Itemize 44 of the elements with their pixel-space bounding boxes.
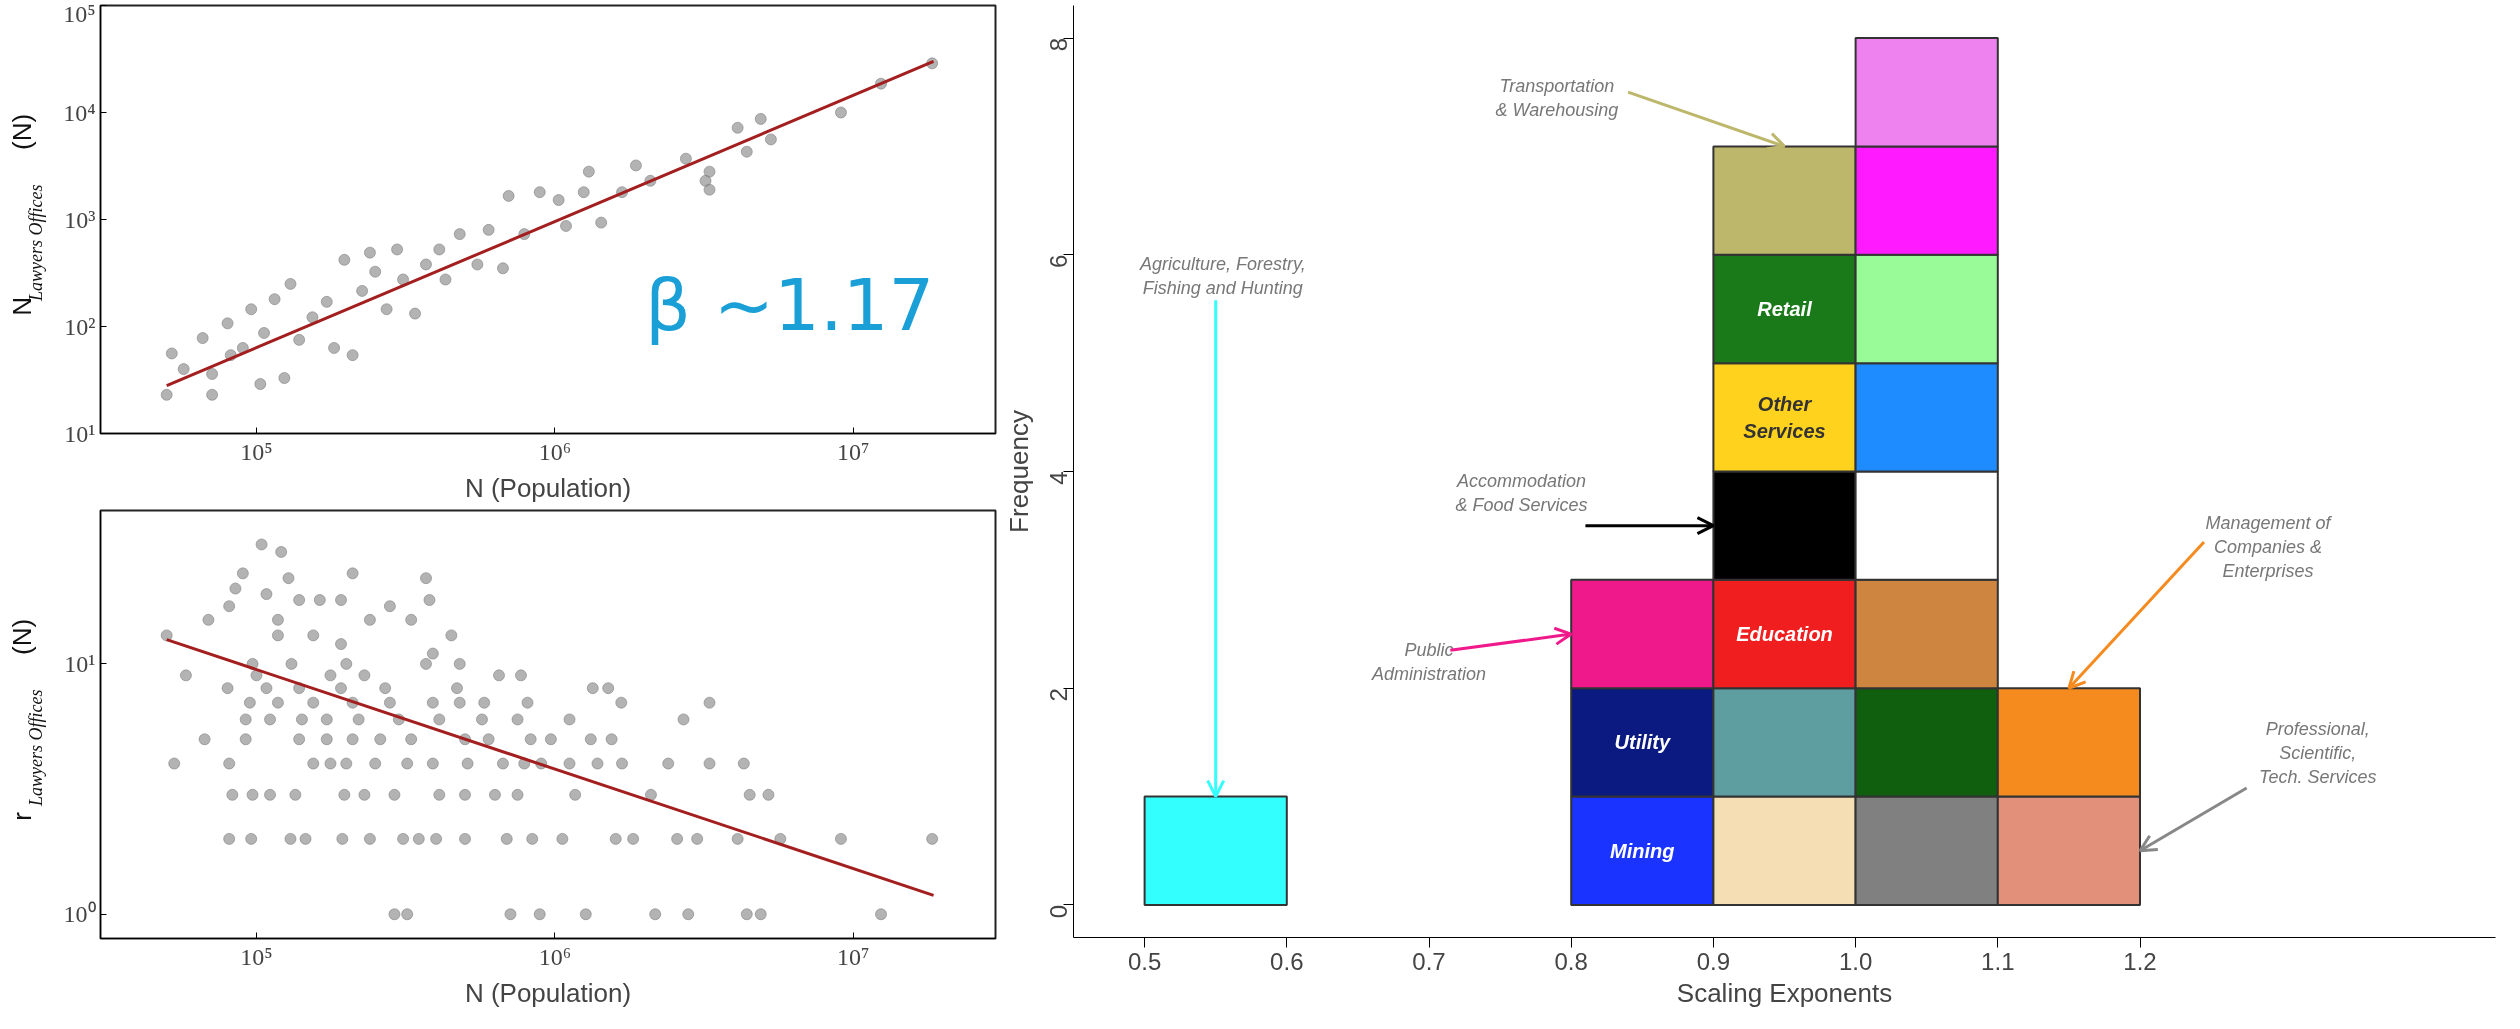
y-tick-label: 10² xyxy=(64,313,96,340)
x-tick-label: 1.2 xyxy=(2123,947,2157,975)
x-tick-label: 10⁶ xyxy=(538,438,572,465)
x-tick-label: 10⁷ xyxy=(836,943,870,970)
x-tick-label: 0.5 xyxy=(1127,947,1162,975)
x-tick-label: 0.9 xyxy=(1696,947,1731,975)
x-tick-label: 1.0 xyxy=(1838,947,1873,975)
x-tick-label: 0.7 xyxy=(1412,947,1446,975)
y-tick-label: 10⁰ xyxy=(63,901,96,928)
y-tick-label: 0 xyxy=(1045,904,1072,919)
x-tick-label: 10⁷ xyxy=(836,438,870,465)
y-tick-label: 8 xyxy=(1045,38,1072,52)
x-axis-title: N (Population) xyxy=(464,977,632,1008)
x-tick-label: 10⁵ xyxy=(240,438,273,465)
x-tick-label: 0.6 xyxy=(1270,947,1304,975)
x-tick-label: 0.8 xyxy=(1554,947,1588,975)
y-tick-label: 2 xyxy=(1045,688,1072,702)
x-tick-label: 10⁶ xyxy=(538,943,572,970)
text: rLawyers Offices(N) xyxy=(6,618,46,821)
annotation: Professional, Scientific, Tech. Services xyxy=(2259,719,2377,788)
y-tick-label: 10⁴ xyxy=(63,99,96,126)
x-axis-title: Scaling Exponents xyxy=(1676,977,1893,1008)
y-tick-label: 4 xyxy=(1045,471,1072,485)
text: NLawyers Offices(N) xyxy=(6,113,46,316)
y-tick-label: 10¹ xyxy=(64,650,96,677)
y-axis-title: Frequency xyxy=(1003,410,1034,533)
annotation: Education xyxy=(1736,623,1833,646)
annotation: Management of Companies & Enterprises xyxy=(2205,513,2333,582)
annotation: Public Administration xyxy=(1370,640,1487,685)
annotation: Other Services xyxy=(1743,393,1826,442)
annotation: Transportation & Warehousing xyxy=(1495,75,1619,120)
annotation: Accommodation & Food Services xyxy=(1455,471,1588,516)
annotation: Retail xyxy=(1757,297,1813,320)
annotation: Utility xyxy=(1614,731,1671,754)
y-tick-label: 10³ xyxy=(64,206,96,233)
x-tick-label: 1.1 xyxy=(1981,947,2015,975)
y-tick-label: 10¹ xyxy=(64,420,96,447)
y-tick-label: 10⁵ xyxy=(63,0,96,27)
x-tick-label: 10⁵ xyxy=(240,943,273,970)
annotation: Mining xyxy=(1610,839,1675,862)
y-tick-label: 6 xyxy=(1045,254,1072,269)
annotation: β ~1.17 xyxy=(644,263,935,348)
annotation: Agriculture, Forestry, Fishing and Hunting xyxy=(1138,254,1306,299)
x-axis-title: N (Population) xyxy=(464,472,632,503)
